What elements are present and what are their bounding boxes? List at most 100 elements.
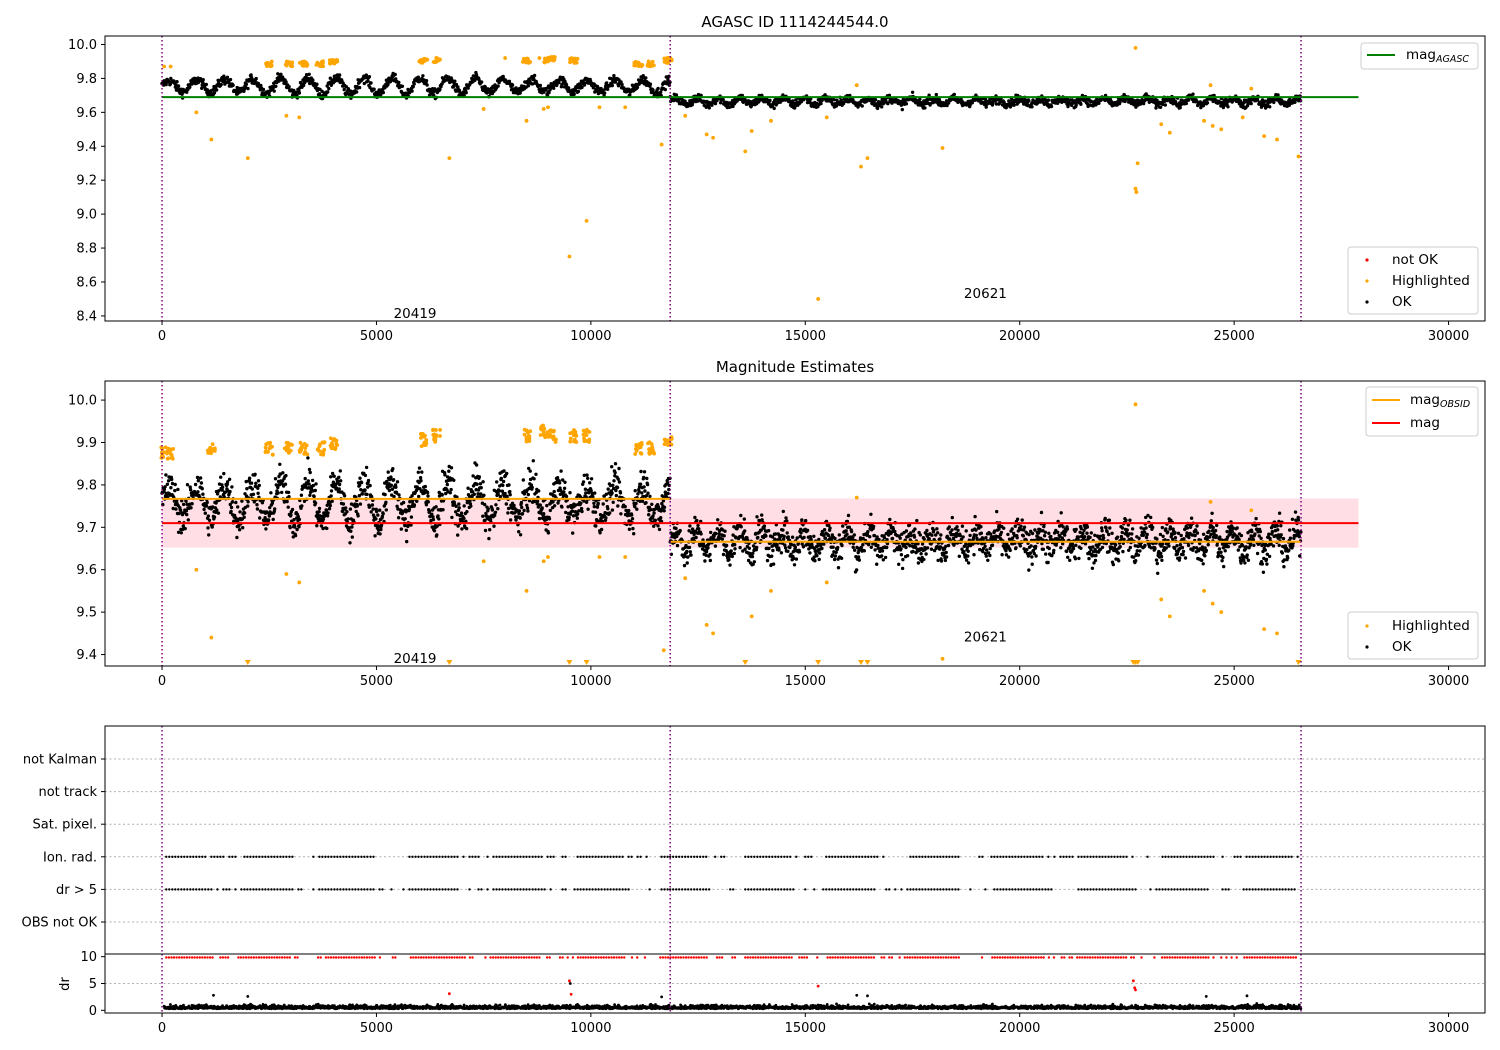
x-tick-label: 5000 [360,674,393,689]
highlighted-point [541,429,546,434]
highlighted-point [522,432,527,437]
x-tick-label: 5000 [360,1021,393,1036]
highlighted-point [524,118,529,123]
out-of-range-marker [864,660,871,665]
highlighted-point [481,559,486,564]
highlighted-point [1167,614,1172,619]
highlighted-point [1133,402,1138,407]
legend-points: Highlighted OK [1347,611,1479,660]
highlighted-point [743,149,748,154]
highlighted-point [332,61,337,66]
highlighted-point [623,105,628,110]
out-of-range-marker [1295,660,1302,665]
highlighted-point [1262,134,1267,138]
highlighted-point [1202,589,1207,593]
panel-title-estimates: Magnitude Estimates [716,358,874,376]
highlighted-point [166,446,171,451]
y-tick-label: 9.4 [76,140,97,155]
obsid-label: 20419 [394,306,437,322]
highlighted-point [1262,627,1267,632]
highlighted-point [1159,597,1164,602]
out-of-range-marker [858,660,865,665]
legend-not-ok: not OK [1392,252,1439,268]
y-tick-label: 0 [89,1004,97,1019]
x-tick-label: 25000 [1213,1021,1254,1036]
flag-row-label: Sat. pixel. [33,818,97,833]
obsid-label: 20621 [964,286,1007,302]
highlighted-point [267,446,272,451]
highlighted-point [315,61,320,65]
x-tick-label: 20000 [999,674,1040,689]
y-tick-label: 9.8 [76,72,97,87]
highlighted-point [570,430,575,435]
highlighted-point [170,455,175,460]
flag-row-label: not track [38,785,97,800]
highlighted-point [424,438,429,442]
highlighted-point [433,60,438,65]
out-of-range-marker [244,660,251,665]
highlighted-point [319,452,323,457]
highlighted-point [317,444,322,449]
highlighted-point [438,428,442,432]
highlighted-point [663,439,668,444]
highlighted-point [659,142,664,147]
y-tick-label: 10.0 [68,38,97,53]
highlighted-point [633,452,638,456]
highlighted-point [541,559,546,564]
highlighted-point [210,448,215,453]
highlighted-point [573,429,578,434]
highlighted-point [582,436,586,441]
highlighted-point [711,631,715,636]
highlighted-point [1275,631,1279,636]
highlighted-point [1208,499,1213,504]
highlighted-point [263,450,268,454]
highlighted-point [541,423,545,428]
y-tick-label: 9.6 [76,106,97,121]
dr-outlier-point [568,979,571,983]
x-tick-label: 25000 [1213,674,1254,689]
highlighted-point [647,450,652,455]
highlighted-point [1249,86,1254,91]
legend-highlighted: Highlighted [1392,273,1470,289]
dr-outlier-point [855,993,859,997]
highlighted-point [447,156,452,161]
highlighted-point [584,219,589,223]
dr-outlier-point [246,994,250,998]
highlighted-point [665,443,670,447]
highlighted-point [662,59,667,64]
y-tick-label: 9.7 [76,521,97,536]
y-tick-label: 9.9 [76,436,97,451]
highlighted-point [572,437,577,442]
highlighted-point [162,450,167,455]
highlighted-point [207,449,211,454]
highlighted-point [420,59,425,64]
x-tick-label: 15000 [785,1021,826,1036]
y-tick-label: 8.4 [76,309,97,324]
highlighted-point [769,118,773,123]
highlighted-point [431,432,436,437]
highlighted-point [335,443,340,447]
highlighted-point [551,428,556,433]
out-of-range-marker [566,660,573,665]
highlighted-point [433,435,438,440]
highlighted-point [328,436,333,441]
highlighted-point [167,449,172,454]
highlighted-point [584,439,589,443]
highlighted-point [585,427,589,432]
highlighted-point [304,64,309,68]
highlighted-point [297,115,302,120]
highlighted-point [549,434,553,439]
panel-agasc-magnitude: AGASC ID 1114244544.0 0 5000 10000 15000 200… [68,13,1486,344]
highlighted-point [209,137,214,142]
highlighted-point [648,63,653,68]
highlighted-point [523,56,527,61]
x-tick-label: 30000 [1428,329,1469,344]
x-tick-label: 5000 [360,329,393,344]
highlighted-point [546,59,551,64]
highlighted-point [322,440,327,445]
highlighted-point [647,440,652,445]
highlighted-point [481,107,486,111]
highlighted-point [666,60,671,65]
highlighted-point [568,439,573,444]
highlighted-point [168,64,173,69]
